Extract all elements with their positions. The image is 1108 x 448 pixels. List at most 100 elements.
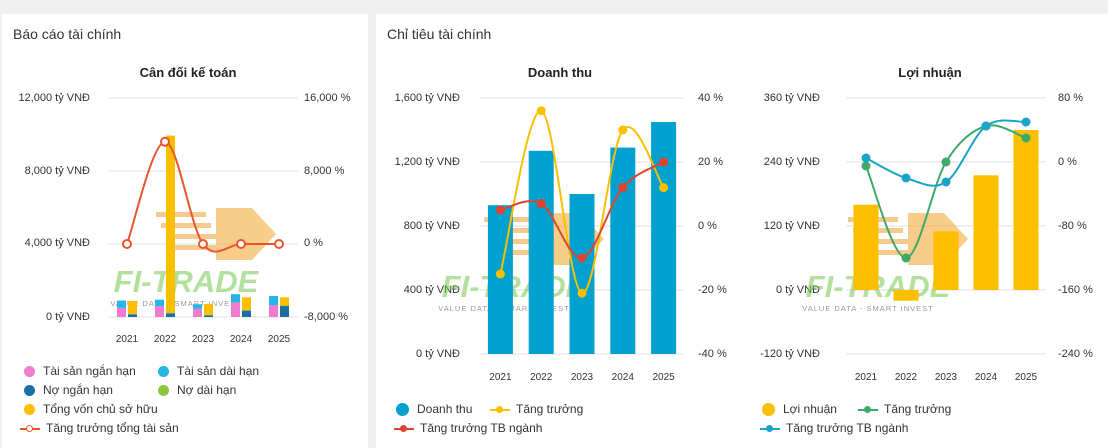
legend-label: Tăng trưởng: [884, 402, 952, 416]
y2-tick-label: -20 %: [698, 284, 727, 296]
legend-item-revenue[interactable]: Doanh thu: [396, 402, 472, 416]
y-tick-label: 1,600 tỷ VNĐ: [394, 92, 460, 104]
legend-item-long-term-debt[interactable]: Nợ dài hạn: [158, 383, 236, 397]
growth-line-point: [536, 199, 546, 209]
growth-line: [865, 124, 1027, 260]
legend-item-short-term-debt[interactable]: Nợ ngắn hạn: [24, 383, 113, 397]
x-tick-label: 2023: [571, 372, 594, 383]
growth-line-point: [274, 239, 284, 249]
x-tick-label: 2025: [268, 334, 291, 345]
legend-marker-icon: [858, 404, 878, 415]
legend-item-asset-growth[interactable]: Tăng trưởng tổng tài sản: [20, 421, 179, 435]
bar-segment: [204, 314, 213, 316]
bar-segment: [193, 304, 202, 309]
watermark-tagline-text: VALUE DATA - SMART INVEST: [110, 299, 241, 308]
y2-tick-label: 40 %: [698, 92, 724, 104]
legend-label: Tăng trưởng: [516, 402, 584, 416]
legend-marker-icon: [20, 423, 40, 434]
growth-line-point: [536, 106, 546, 116]
legend-item-profit[interactable]: Lợi nhuận: [762, 402, 837, 416]
y-tick-label: 0 tỷ VNĐ: [45, 311, 90, 323]
bar-segment: [528, 150, 554, 354]
legend-item-long-term-assets[interactable]: Tài sản dài hạn: [158, 364, 259, 378]
growth-line-point: [861, 153, 871, 163]
bar-segment: [128, 313, 137, 315]
growth-line-point: [160, 136, 170, 147]
y-tick-label: 360 tỷ VNĐ: [763, 92, 820, 104]
panel-title: Báo cáo tài chính: [13, 26, 122, 42]
financial-indicators-panel: Chỉ tiêu tài chính Doanh thu 1,600 tỷ VN…: [376, 14, 1108, 448]
x-tick-label: 2024: [612, 372, 635, 383]
bar-segment: [280, 297, 289, 306]
legend-label: Tăng trưởng tổng tài sản: [46, 421, 179, 435]
legend-item-profit-industry-growth[interactable]: Tăng trưởng TB ngành: [760, 421, 908, 435]
legend-marker-icon: [24, 384, 35, 396]
bar-segment: [231, 302, 240, 317]
legend-item-revenue-growth[interactable]: Tăng trưởng: [490, 402, 583, 416]
bar-segment: [269, 296, 278, 306]
y2-tick-label: 80 %: [1058, 92, 1084, 104]
chart-title: Doanh thu: [527, 65, 593, 80]
growth-line-point: [861, 161, 871, 171]
y2-tick-label: 8,000 %: [304, 165, 345, 177]
y-tick-label: 0 tỷ VNĐ: [415, 348, 460, 360]
legend-item-revenue-industry-growth[interactable]: Tăng trưởng TB ngành: [394, 421, 542, 435]
x-tick-label: 2021: [489, 372, 512, 383]
bar-segment: [610, 147, 636, 354]
growth-line-point: [1021, 117, 1031, 127]
y2-tick-label: 0 %: [304, 237, 323, 249]
x-tick-label: 2023: [935, 372, 958, 383]
legend-item-profit-growth[interactable]: Tăng trưởng: [858, 402, 951, 416]
legend-marker-icon: [396, 402, 409, 416]
legend-item-short-term-assets[interactable]: Tài sản ngắn hạn: [24, 364, 136, 378]
y-tick-label: 400 tỷ VNĐ: [403, 284, 460, 296]
growth-line-point: [198, 239, 208, 249]
growth-line: [126, 140, 279, 253]
legend-marker-icon: [394, 423, 414, 434]
y-tick-label: 240 tỷ VNĐ: [763, 156, 820, 168]
y-tick-label: 4,000 tỷ VNĐ: [24, 237, 90, 249]
legend-marker-icon: [158, 384, 169, 396]
watermark-arrow-shape: [216, 208, 276, 260]
chart-title: Cân đối kế toán: [139, 65, 237, 80]
bar-segment: [1013, 130, 1039, 290]
bar-segment: [128, 300, 137, 314]
legend-label: Tăng trưởng TB ngành: [420, 421, 543, 435]
growth-line-point: [901, 173, 911, 183]
y-tick-label: -120 tỷ VNĐ: [760, 348, 820, 360]
y2-tick-label: 20 %: [698, 156, 724, 168]
legend-label: Lợi nhuận: [783, 402, 837, 416]
bar-segment: [155, 306, 164, 317]
growth-line-point: [981, 121, 991, 131]
legend-marker-icon: [24, 365, 35, 377]
legend-marker-icon: [24, 403, 35, 415]
y2-tick-label: -160 %: [1058, 284, 1093, 296]
y-tick-label: 800 tỷ VNĐ: [403, 220, 460, 232]
growth-line-point: [495, 205, 505, 215]
bar-segment: [651, 122, 677, 354]
bar-segment: [204, 303, 213, 315]
growth-line: [865, 119, 1027, 187]
y2-tick-label: -80 %: [1058, 220, 1087, 232]
bar-segment: [242, 310, 251, 311]
panel-title: Chỉ tiêu tài chính: [387, 26, 492, 42]
y-tick-label: 120 tỷ VNĐ: [763, 220, 820, 232]
watermark-stripe: [499, 250, 549, 255]
watermark-stripe: [161, 223, 211, 228]
x-tick-label: 2021: [855, 372, 878, 383]
watermark-brand-text: FI-TRADE: [806, 269, 952, 304]
growth-line-point: [1021, 133, 1031, 143]
growth-line-point: [941, 177, 951, 187]
legend-marker-icon: [762, 402, 775, 416]
growth-line-point: [941, 157, 951, 167]
x-tick-label: 2025: [1015, 372, 1038, 383]
x-tick-label: 2022: [530, 372, 553, 383]
legend-item-equity[interactable]: Tổng vốn chủ sở hữu: [24, 402, 158, 416]
y2-tick-label: -8,000 %: [304, 311, 349, 323]
growth-line-point: [236, 239, 246, 249]
bar-segment: [166, 313, 175, 317]
legend-marker-icon: [158, 365, 169, 377]
y-tick-label: 1,200 tỷ VNĐ: [394, 156, 460, 168]
